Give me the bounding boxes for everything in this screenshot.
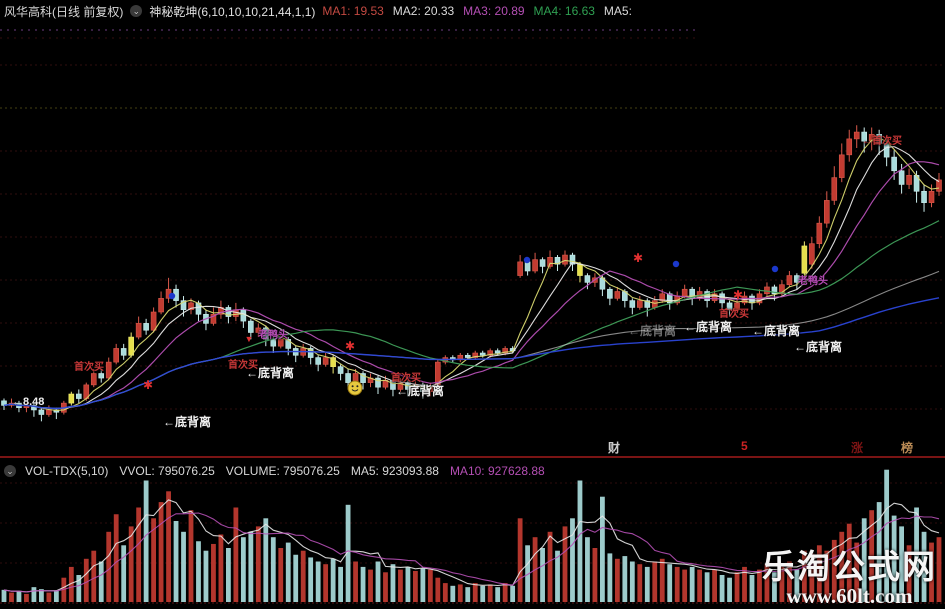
volume-value: VOL-TDX(5,10) (25, 464, 109, 478)
main-chart-header: 风华高科(日线 前复权) ⌄ 神秘乾坤(6,10,10,10,21,44,1,1… (0, 0, 945, 22)
volume-value-list: VOL-TDX(5,10) VVOL: 795076.25 VOLUME: 7950… (25, 464, 545, 478)
svg-text:▼: ▼ (245, 334, 254, 344)
ma-value: MA2: 20.33 (392, 4, 455, 18)
watermark: 乐淘公式网 www.60lt.com (762, 550, 937, 607)
ticker-char: 榜 (901, 441, 914, 455)
volume-dropdown-icon[interactable]: ⌄ (4, 465, 16, 477)
stock-title: 风华高科(日线 前复权) (4, 4, 124, 19)
ma-value-list: MA1: 19.53 MA2: 20.33 MA3: 20.89 MA4: 16.63… (322, 4, 632, 18)
indicator-dropdown-icon[interactable]: ⌄ (130, 5, 143, 17)
ma-value: MA3: 20.89 (463, 4, 525, 18)
watermark-site-name: 乐淘公式网 (762, 548, 937, 586)
ticker-char: 涨 (851, 441, 864, 455)
ticker-char: 5 (741, 439, 748, 453)
volume-value: VOLUME: 795076.25 (225, 464, 340, 478)
ma-value: MA4: 16.63 (533, 4, 595, 18)
svg-text:✱: ✱ (143, 378, 153, 392)
volume-value: VVOL: 795076.25 (119, 464, 215, 478)
indicator-name: 神秘乾坤(6,10,10,10,21,44,1,1) (149, 4, 316, 19)
svg-text:✱: ✱ (345, 339, 355, 353)
volume-pane-header: ⌄ VOL-TDX(5,10) VVOL: 795076.25 VOLUME: 79… (0, 461, 945, 481)
ticker-char: 财 (608, 441, 621, 455)
volume-value: MA5: 923093.88 (350, 464, 439, 478)
watermark-url: www.60lt.com (786, 583, 913, 608)
ma-value: MA1: 19.53 (322, 4, 384, 18)
svg-text:✱: ✱ (733, 288, 743, 302)
ma-value: MA5: (603, 4, 632, 18)
volume-value: MA10: 927628.88 (449, 464, 545, 478)
svg-text:✱: ✱ (633, 251, 643, 265)
